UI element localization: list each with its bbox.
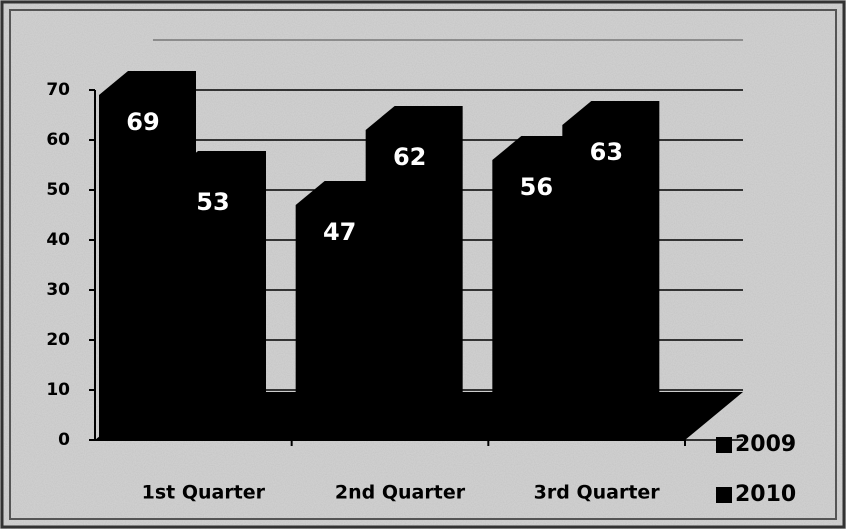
x-tick-label: 3rd Quarter [534, 482, 661, 504]
y-tick-label: 10 [46, 380, 70, 400]
bar [492, 136, 590, 440]
data-label: 62 [393, 143, 426, 171]
inner-frame [9, 9, 837, 520]
y-tick-label: 30 [46, 280, 70, 300]
y-tick-label: 40 [46, 230, 70, 250]
legend-swatch [716, 487, 732, 503]
y-tick-label: 50 [46, 180, 70, 200]
legend-swatch [716, 437, 732, 453]
data-label: 63 [590, 138, 623, 166]
data-label: 56 [520, 173, 553, 201]
y-tick-label: 70 [46, 80, 70, 100]
x-tick-label: 1st Quarter [142, 482, 266, 504]
legend-label: 2009 [735, 432, 796, 457]
y-tick-label: 20 [46, 330, 70, 350]
data-label: 69 [126, 108, 159, 136]
y-tick-label: 0 [58, 430, 70, 450]
x-tick-label: 2nd Quarter [335, 482, 466, 504]
bar [295, 181, 393, 440]
legend-label: 2010 [735, 482, 796, 507]
bar [99, 71, 196, 440]
data-label: 53 [196, 188, 229, 216]
y-tick-label: 60 [46, 130, 70, 150]
data-label: 47 [323, 218, 356, 246]
